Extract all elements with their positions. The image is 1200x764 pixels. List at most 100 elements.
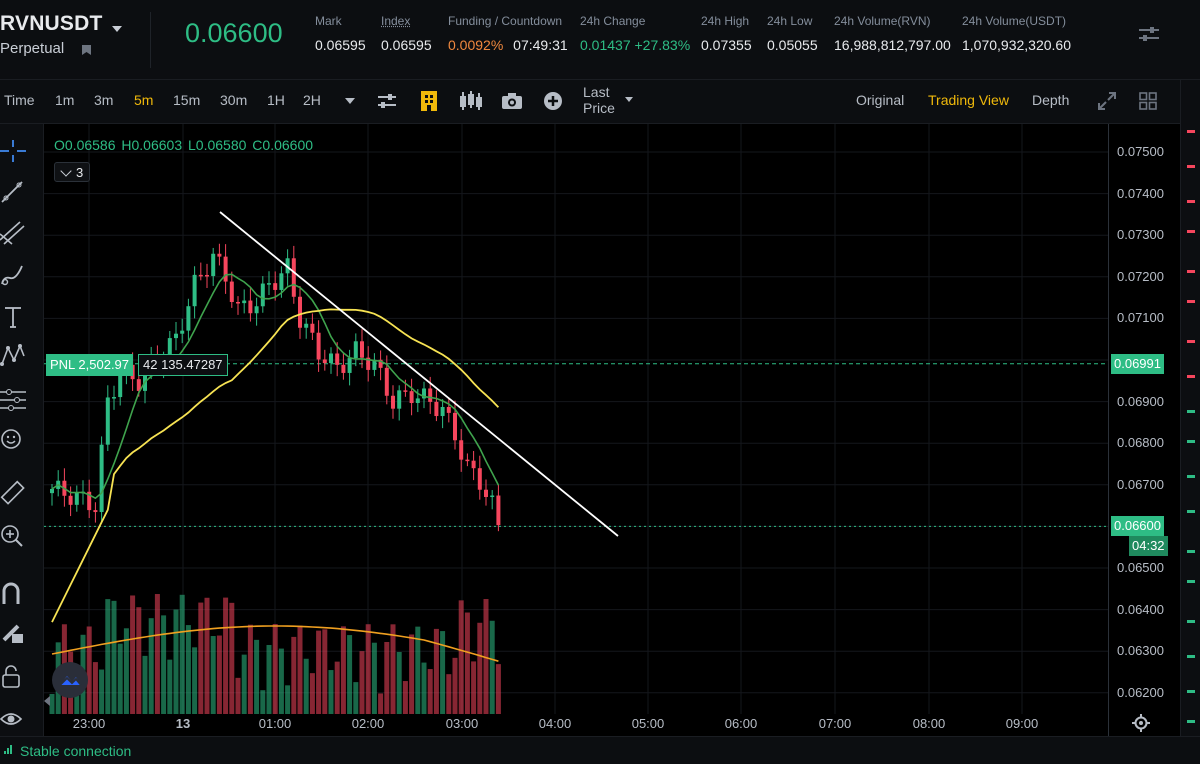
stat-24h-volume-rvn: 24h Volume(RVN) 16,988,812,797.00 [834,14,951,53]
stat-value: 0.06595 [381,37,432,53]
eye-icon[interactable] [0,706,26,732]
pnl-label[interactable]: PNL 2,502.97 [46,354,134,376]
tradingview-icon[interactable] [421,91,437,111]
order-book-fragment [1187,510,1195,513]
volume-bar [303,658,309,714]
candle-body [248,300,253,314]
candle-body [192,274,197,307]
lock-drawing-icon[interactable] [0,620,26,646]
interval-1h[interactable]: 1H [267,92,285,108]
tradingview-logo-icon[interactable] [52,662,88,698]
candle-body [105,397,110,445]
indicator-collapse-button[interactable]: 3 [54,162,90,182]
ma-slow-line [51,308,500,623]
price-type-line2[interactable]: Price [583,100,615,116]
price-tick-label: 0.06300 [1117,643,1164,659]
candle-body [316,332,321,360]
chevron-down-icon[interactable] [112,26,122,32]
price-chart[interactable]: O0.06586 H0.06603 L0.06580 C0.06600 3 PN… [44,124,1108,736]
volume-bar [464,612,470,714]
view-original[interactable]: Original [856,92,905,108]
volume-bar [402,681,408,714]
interval-30m[interactable]: 30m [220,92,248,108]
volume-bar [247,624,253,714]
volume-bar [396,651,402,714]
order-book-fragment [1187,300,1195,303]
interval-15m[interactable]: 15m [173,92,201,108]
settings-sliders-icon[interactable] [1138,25,1160,43]
indicator-settings-icon[interactable] [377,91,397,111]
volume-bar [111,600,117,714]
candle-body [112,397,116,399]
volume-bar [49,694,55,714]
stat-label[interactable]: Index [381,14,411,28]
position-label[interactable]: 42 135.47287 [138,354,228,376]
time-tick-label: 08:00 [912,716,946,731]
volume-bar [117,643,123,714]
volume-bar [458,600,464,714]
candle-body [322,359,327,364]
pattern-icon[interactable] [0,342,26,368]
lock-icon[interactable] [0,664,26,690]
add-indicator-icon[interactable] [543,91,563,111]
scroll-left-icon[interactable] [44,696,50,706]
bookmark-icon[interactable] [82,45,91,55]
grid-layout-icon[interactable] [1139,92,1157,110]
price-type-chevron-icon[interactable] [624,96,634,104]
fib-icon[interactable] [0,220,26,246]
chevron-down-icon[interactable] [60,165,72,177]
volume-bar [384,641,390,714]
trend-line-icon[interactable] [0,180,26,206]
volume-bar [136,607,142,714]
indicator-count: 3 [76,165,84,180]
gear-icon[interactable] [1132,714,1150,732]
candle-type-icon[interactable] [458,91,484,111]
candle-body [229,281,234,302]
volume-bar [347,635,353,714]
candle-body [180,330,185,334]
ruler-icon[interactable] [0,480,26,506]
order-book-fragment [1187,165,1195,168]
candle-body [279,273,284,290]
magnet-icon[interactable] [0,580,26,606]
interval-5m[interactable]: 5m [134,92,154,108]
symbol-selector[interactable]: RVNUSDT Perpetual [0,8,150,72]
volume-bar [192,647,198,714]
candle-body [446,406,451,413]
camera-icon[interactable] [501,92,523,110]
price-axis[interactable]: 0.075000.074000.073000.072000.071000.070… [1108,124,1180,736]
price-type-selector[interactable]: Last Price [583,84,615,116]
ma-fast-line [51,273,500,500]
interval-dropdown-chevron-icon[interactable] [344,96,356,106]
ohlc-open: O0.06586 [54,137,116,153]
chart-canvas[interactable] [44,124,1108,736]
volume-bar [415,626,421,714]
view-depth[interactable]: Depth [1032,92,1070,108]
prediction-icon[interactable] [0,386,26,412]
crosshair-icon[interactable] [0,138,26,164]
text-icon[interactable] [0,304,26,330]
time-tick-label: 06:00 [724,716,758,731]
fullscreen-icon[interactable] [1098,92,1116,110]
status-bar: Stable connection [0,736,1200,764]
price-tick-label: 0.06500 [1117,560,1164,575]
interval-3m[interactable]: 3m [94,92,114,108]
interval-time[interactable]: Time [4,92,35,108]
stat-index[interactable]: Index 0.06595 [381,14,432,53]
volume-bar [210,636,216,714]
candle-body [223,256,228,282]
emoji-icon[interactable] [0,426,26,452]
candle-body [471,460,476,469]
price-type-line1[interactable]: Last [583,84,610,100]
candle-body [136,379,141,391]
candle-body [285,258,290,274]
stat-label: 24h Change [580,14,646,28]
candle-body [409,391,414,404]
zoom-in-icon[interactable] [0,522,26,548]
volume-bar [241,654,247,714]
symbol-name[interactable]: RVNUSDT [0,12,103,35]
interval-2h[interactable]: 2H [303,92,321,108]
view-trading-view[interactable]: Trading View [928,92,1009,108]
brush-icon[interactable] [0,262,26,288]
interval-1m[interactable]: 1m [55,92,75,108]
